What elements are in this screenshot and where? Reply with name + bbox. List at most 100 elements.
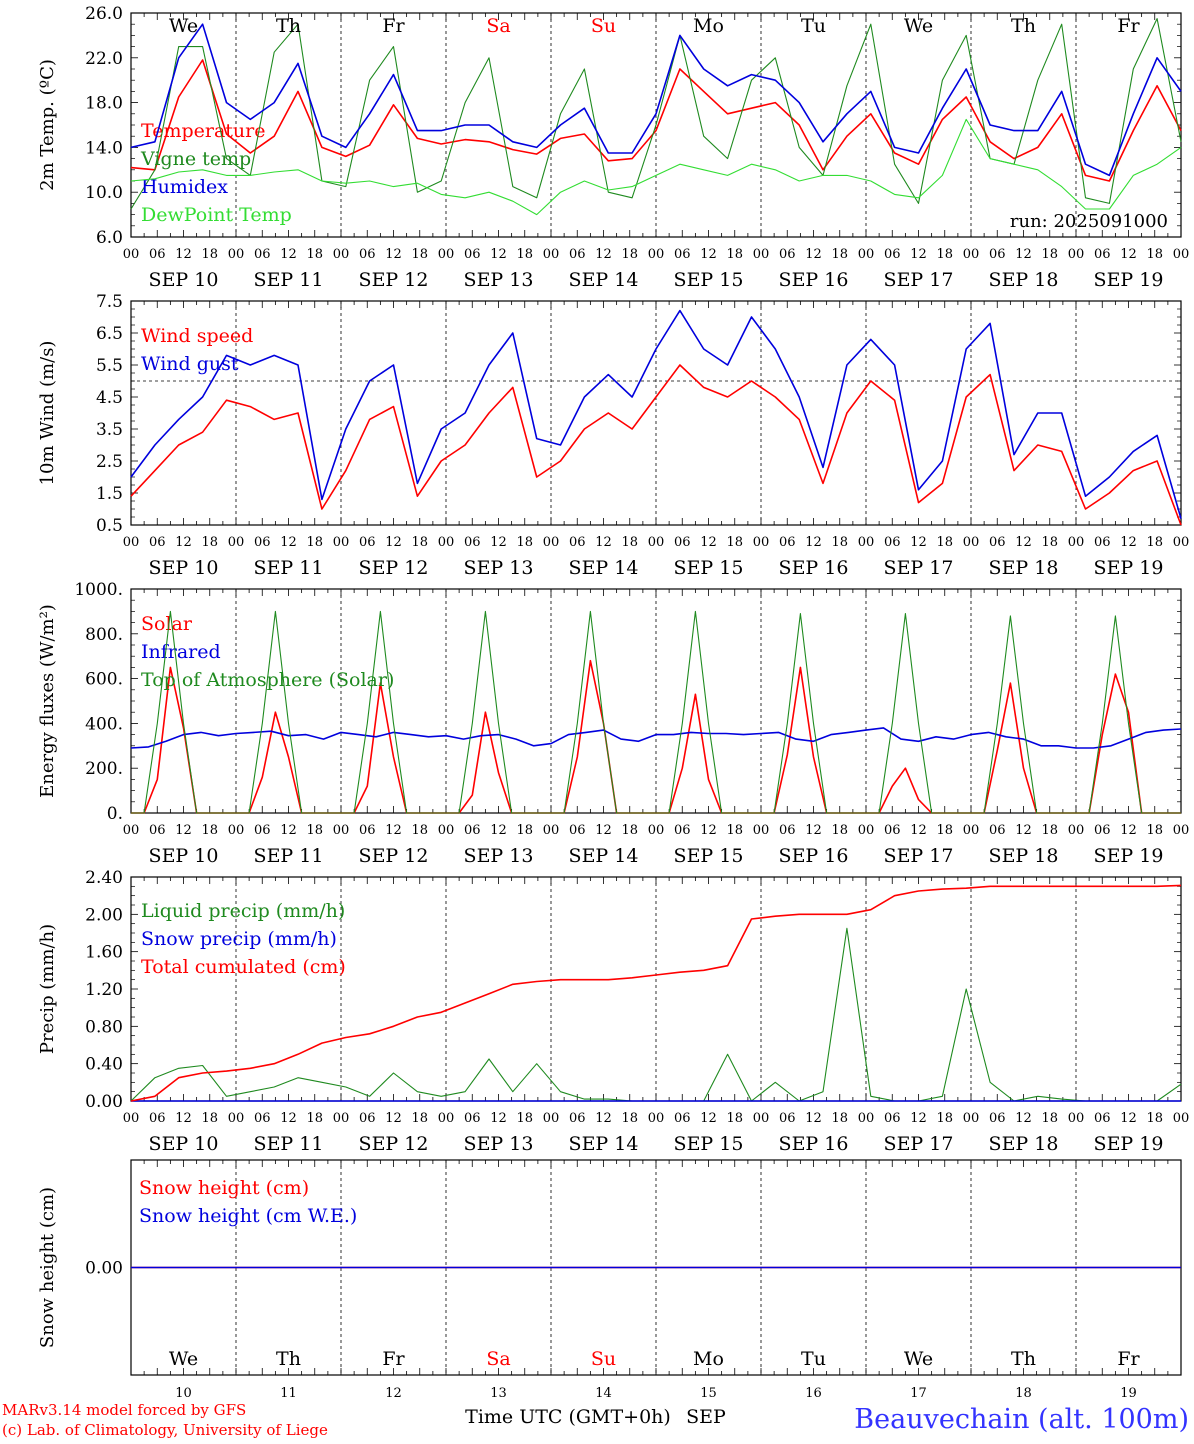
y-tick-label: 800. bbox=[85, 625, 123, 645]
day-number-label: 11 bbox=[280, 1386, 297, 1401]
date-label: SEP 16 bbox=[779, 1133, 849, 1155]
hour-tick-label: 00 bbox=[438, 247, 455, 262]
y-tick-label: 5.5 bbox=[96, 356, 123, 376]
weekday-label: Th bbox=[276, 1348, 301, 1370]
y-tick-label: 3.5 bbox=[96, 420, 123, 440]
hour-tick-label: 18 bbox=[726, 247, 743, 262]
hour-tick-label: 00 bbox=[1068, 1111, 1085, 1126]
hour-tick-label: 18 bbox=[621, 247, 638, 262]
y-tick-label: 2.5 bbox=[96, 452, 123, 472]
legend-entry: Liquid precip (mm/h) bbox=[141, 900, 345, 922]
hour-tick-label: 00 bbox=[1173, 247, 1190, 262]
legend-entry: Solar bbox=[141, 613, 193, 635]
hour-tick-label: 18 bbox=[1146, 1111, 1163, 1126]
weekday-label: Fr bbox=[1117, 15, 1140, 37]
hour-tick-label: 18 bbox=[831, 247, 848, 262]
hour-tick-label: 00 bbox=[333, 535, 350, 550]
y-tick-label: 0.80 bbox=[85, 1017, 123, 1037]
date-label: SEP 15 bbox=[674, 269, 744, 291]
hour-tick-label: 18 bbox=[411, 247, 428, 262]
weekday-label: Fr bbox=[382, 15, 405, 37]
day-number-label: 17 bbox=[910, 1386, 927, 1401]
panel-1: 6.0 10.0 14.0 18.0 22.0 26.0 2m Temp. (ºC) Temp… bbox=[37, 4, 1189, 291]
weekday-label: Tu bbox=[801, 15, 826, 37]
y-tick-label: 400. bbox=[85, 714, 123, 734]
hour-tick-label: 12 bbox=[1015, 1111, 1032, 1126]
hour-tick-label: 00 bbox=[123, 1111, 140, 1126]
hour-tick-label: 00 bbox=[963, 535, 980, 550]
panel-3: 0. 200. 400. 600. 800. 1000. Energy fluxes (W/… bbox=[37, 580, 1189, 867]
date-label: SEP 19 bbox=[1094, 845, 1164, 867]
legend-entry: Wind gust bbox=[141, 353, 239, 375]
y-tick-label: 4.5 bbox=[96, 388, 123, 408]
footer-model: MARv3.14 model forced by GFS bbox=[2, 1401, 246, 1419]
hour-tick-label: 12 bbox=[1120, 1111, 1137, 1126]
hour-tick-label: 18 bbox=[726, 535, 743, 550]
day-number-label: 12 bbox=[385, 1386, 402, 1401]
weekday-label: Th bbox=[276, 15, 301, 37]
hour-tick-label: 12 bbox=[490, 535, 507, 550]
hour-tick-label: 12 bbox=[595, 535, 612, 550]
hour-tick-label: 06 bbox=[1094, 247, 1111, 262]
date-label: SEP 13 bbox=[464, 557, 534, 579]
hour-tick-label: 00 bbox=[333, 1111, 350, 1126]
hour-tick-label: 00 bbox=[648, 247, 665, 262]
hour-tick-label: 06 bbox=[569, 535, 586, 550]
date-label: SEP 10 bbox=[149, 557, 219, 579]
hour-tick-label: 00 bbox=[753, 1111, 770, 1126]
y-tick-label: 14.0 bbox=[85, 138, 123, 158]
hour-tick-label: 00 bbox=[753, 247, 770, 262]
hour-tick-label: 18 bbox=[936, 823, 953, 838]
day-number-label: 18 bbox=[1015, 1386, 1032, 1401]
date-label: SEP 12 bbox=[359, 269, 429, 291]
date-label: SEP 11 bbox=[254, 845, 324, 867]
hour-tick-label: 00 bbox=[753, 535, 770, 550]
hour-tick-label: 06 bbox=[254, 823, 271, 838]
hour-tick-label: 12 bbox=[805, 247, 822, 262]
hour-tick-label: 12 bbox=[490, 1111, 507, 1126]
legend-entry: Humidex bbox=[141, 176, 228, 198]
hour-tick-label: 12 bbox=[385, 823, 402, 838]
run-annotation: run: 2025091000 bbox=[1010, 211, 1168, 232]
weekday-label: We bbox=[904, 1348, 933, 1370]
y-axis-label: 10m Wind (m/s) bbox=[37, 341, 58, 486]
hour-tick-label: 18 bbox=[516, 247, 533, 262]
legend-entry: Snow precip (mm/h) bbox=[141, 928, 337, 950]
date-label: SEP 19 bbox=[1094, 557, 1164, 579]
hour-tick-label: 06 bbox=[674, 535, 691, 550]
panel-2: 0.5 1.5 2.5 3.5 4.5 5.5 6.5 7.5 10m Wind (m/s) Wi… bbox=[37, 292, 1189, 579]
hour-tick-label: 12 bbox=[1120, 535, 1137, 550]
y-tick-label: 22.0 bbox=[85, 49, 123, 69]
hour-tick-label: 12 bbox=[1015, 535, 1032, 550]
hour-tick-label: 00 bbox=[648, 1111, 665, 1126]
legend-entry: Temperature bbox=[141, 120, 265, 142]
hour-tick-label: 18 bbox=[201, 1111, 218, 1126]
hour-tick-label: 00 bbox=[963, 823, 980, 838]
hour-tick-label: 12 bbox=[280, 1111, 297, 1126]
hour-tick-label: 00 bbox=[228, 823, 245, 838]
y-tick-label: 0.40 bbox=[85, 1055, 123, 1075]
hour-tick-label: 12 bbox=[910, 823, 927, 838]
hour-tick-label: 18 bbox=[936, 1111, 953, 1126]
hour-tick-label: 18 bbox=[201, 247, 218, 262]
hour-tick-label: 00 bbox=[963, 247, 980, 262]
date-label: SEP 16 bbox=[779, 557, 849, 579]
hour-tick-label: 00 bbox=[543, 247, 560, 262]
hour-tick-label: 12 bbox=[805, 535, 822, 550]
hour-tick-label: 00 bbox=[543, 1111, 560, 1126]
date-label: SEP 15 bbox=[674, 845, 744, 867]
hour-tick-label: 12 bbox=[385, 247, 402, 262]
date-label: SEP 18 bbox=[989, 1133, 1059, 1155]
hour-tick-label: 00 bbox=[963, 1111, 980, 1126]
hour-tick-label: 06 bbox=[1094, 823, 1111, 838]
hour-tick-label: 12 bbox=[910, 1111, 927, 1126]
hour-tick-label: 06 bbox=[464, 247, 481, 262]
y-tick-label: 1.60 bbox=[85, 943, 123, 963]
y-axis-label: 2m Temp. (ºC) bbox=[37, 59, 58, 191]
weekday-label: Sa bbox=[486, 1348, 510, 1370]
hour-tick-label: 06 bbox=[254, 535, 271, 550]
hour-tick-label: 06 bbox=[359, 535, 376, 550]
date-label: SEP 16 bbox=[779, 269, 849, 291]
